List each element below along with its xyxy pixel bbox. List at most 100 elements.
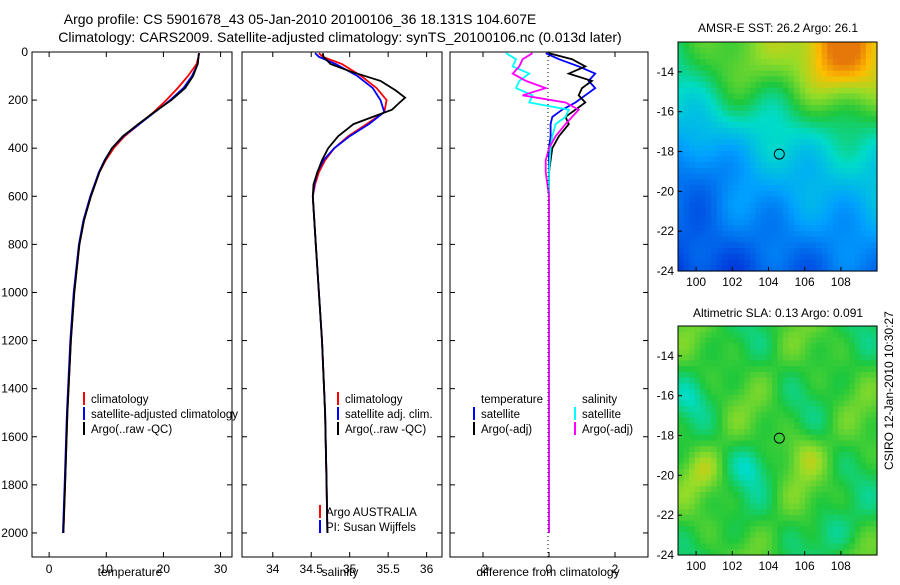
heatmap-cell: [827, 388, 834, 396]
heatmap-cell: [821, 446, 828, 453]
heatmap-cell: [788, 230, 795, 238]
heatmap-cell: [683, 253, 690, 261]
heatmap-cell: [843, 503, 850, 510]
heatmap-cell: [816, 526, 823, 533]
heatmap-cell: [755, 59, 762, 66]
heatmap-cell: [810, 59, 817, 66]
heatmap-cell: [722, 543, 729, 550]
heatmap-cell: [810, 348, 817, 356]
heatmap-cell: [843, 348, 850, 356]
heatmap-cell: [849, 265, 856, 272]
heatmap-cell: [705, 457, 712, 464]
legend-label-climatology: climatology: [91, 394, 149, 406]
heatmap-cell: [788, 208, 795, 215]
heatmap-cell: [860, 53, 867, 60]
heatmap-cell: [744, 520, 751, 527]
heatmap-cell: [871, 434, 878, 442]
heatmap-cell: [700, 411, 707, 419]
heatmap-cell: [755, 190, 762, 198]
heatmap-cell: [700, 492, 707, 499]
heatmap-cell: [705, 265, 712, 272]
heatmap-cell: [865, 446, 873, 453]
heatmap-cell: [871, 59, 878, 66]
heatmap-cell: [678, 423, 685, 430]
heatmap-cell: [783, 213, 790, 221]
heatmap-cell: [832, 348, 839, 356]
x-tick-label: 10: [100, 562, 114, 576]
heatmap-cell: [860, 492, 867, 499]
heatmap-cell: [749, 110, 756, 118]
heatmap-cell: [794, 167, 801, 175]
heatmap-cell: [766, 99, 773, 106]
heatmap-cell: [760, 354, 768, 361]
heatmap-cell: [794, 394, 801, 402]
heatmap-cell: [744, 537, 751, 545]
heatmap-cell: [771, 503, 779, 510]
heatmap-cell: [854, 457, 862, 464]
heatmap-cell: [777, 463, 784, 470]
heatmap-cell: [777, 167, 784, 175]
heatmap-cell: [816, 116, 823, 123]
heatmap-cell: [783, 196, 790, 203]
heatmap-cell: [771, 377, 779, 384]
heatmap-cell: [738, 133, 745, 140]
heatmap-cell: [816, 549, 823, 556]
heatmap-cell: [794, 406, 801, 413]
heatmap-cell: [689, 173, 696, 180]
heatmap-cell: [766, 190, 773, 198]
heatmap-cell: [771, 70, 779, 77]
heatmap-cell: [843, 343, 850, 350]
heatmap-cell: [849, 208, 856, 215]
heatmap-cell: [816, 514, 823, 522]
x-tick-label: -2: [478, 562, 489, 576]
heatmap-cell: [854, 326, 862, 333]
heatmap-cell: [810, 400, 817, 407]
heatmap-cell: [799, 326, 806, 333]
heatmap-cell: [749, 377, 756, 384]
heatmap-cell: [749, 497, 756, 505]
heatmap-cell: [788, 337, 795, 344]
heatmap-cell: [871, 53, 878, 60]
heatmap-cell: [749, 469, 756, 476]
heatmap-cell: [694, 509, 701, 516]
heatmap-cell: [694, 76, 701, 83]
heatmap-cell: [816, 87, 823, 95]
heatmap-cell: [788, 492, 795, 499]
heatmap-cell: [794, 196, 801, 203]
heatmap-cell: [783, 331, 790, 339]
heatmap-cell: [700, 259, 707, 266]
heatmap-cell: [683, 480, 690, 487]
heatmap-cell: [832, 434, 839, 442]
heatmap-cell: [771, 236, 779, 243]
heatmap-cell: [821, 173, 828, 180]
heatmap-cell: [678, 208, 685, 215]
heatmap-cell: [799, 417, 806, 424]
heatmap-cell: [827, 503, 834, 510]
heatmap-cell: [694, 116, 701, 123]
heatmap-cell: [860, 230, 867, 238]
heatmap-cell: [827, 326, 834, 333]
heatmap-cell: [694, 213, 701, 221]
heatmap-cell: [727, 423, 734, 430]
heatmap-cell: [711, 82, 718, 89]
heatmap-cell: [716, 253, 723, 261]
heatmap-cell: [760, 514, 768, 522]
heatmap-cell: [683, 219, 690, 226]
heatmap-cell: [805, 93, 812, 100]
heatmap-cell: [694, 451, 701, 459]
heatmap-cell: [827, 543, 834, 550]
heatmap-cell: [827, 127, 834, 135]
heatmap-cell: [705, 377, 712, 384]
heatmap-cell: [711, 76, 718, 83]
heatmap-cell: [722, 185, 729, 192]
heatmap-cell: [799, 179, 806, 186]
heatmap-cell: [794, 388, 801, 396]
heatmap-cell: [816, 99, 823, 106]
heatmap-cell: [694, 145, 701, 152]
heatmap-cell: [700, 383, 707, 390]
heatmap-cell: [711, 116, 718, 123]
heatmap-cell: [689, 417, 696, 424]
heatmap-cell: [711, 509, 718, 516]
heatmap-cell: [821, 167, 828, 175]
heatmap-cell: [755, 383, 762, 390]
